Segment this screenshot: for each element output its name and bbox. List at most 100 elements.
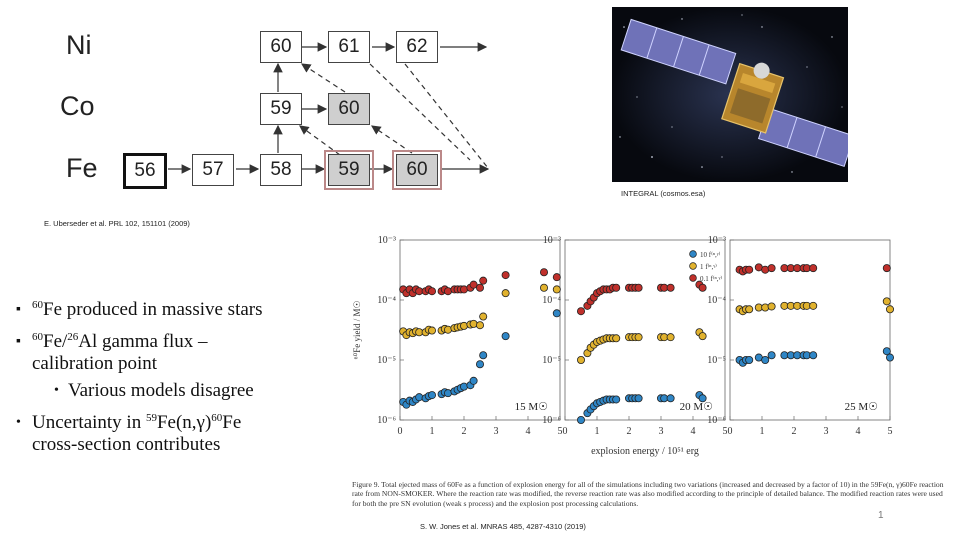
slide-number: 1 [878, 510, 884, 521]
figure-caption: Figure 9. Total ejected mass of 60Fe as … [352, 480, 944, 508]
data-point-yellow [612, 334, 621, 343]
x-tick-label: 0 [563, 426, 568, 437]
x-tick-label: 0 [728, 426, 733, 437]
data-point-yellow [460, 321, 469, 330]
data-point-yellow [886, 305, 895, 314]
nuclide-ni-62: 62 [396, 31, 438, 63]
data-point-yellow [469, 319, 478, 328]
bullet-marker: • [16, 415, 21, 430]
nuclide-ni-61: 61 [328, 31, 370, 63]
bullet-text: Uncertainty in [32, 412, 146, 433]
sub-bullet-1: • Various models disagree [54, 380, 254, 402]
data-point-yellow [634, 333, 643, 342]
y-tick-label: 10⁻³ [543, 235, 561, 246]
data-point-yellow [501, 289, 510, 298]
y-tick-label: 10⁻³ [378, 235, 396, 246]
sub-bullet-text: Various models disagree [68, 380, 254, 401]
satellite-image [612, 7, 848, 182]
bullet-text: Fe/ [43, 331, 68, 352]
element-label-co: Co [60, 91, 95, 121]
panel-mass-label: 20 M☉ [680, 401, 713, 413]
data-point-blue [552, 309, 561, 318]
nuclide-fe-57: 57 [192, 154, 234, 186]
mass-number: 26 [67, 331, 79, 343]
x-tick-label: 0 [398, 426, 403, 437]
x-tick-label: 2 [462, 426, 467, 437]
y-axis-label: ⁶⁰Fe yield / M☉ [352, 300, 362, 359]
chart-reference: E. Uberseder et al. PRL 102, 151101 (200… [44, 219, 190, 228]
y-tick-label: 10⁻⁵ [377, 355, 396, 366]
panel-mass-label: 25 M☉ [845, 401, 878, 413]
x-tick-label: 2 [627, 426, 632, 437]
bullet-marker: ▪ [16, 302, 21, 317]
nuclide-fe-60: 60 [392, 150, 442, 190]
data-point-yellow [552, 285, 561, 294]
bullet-3: • Uncertainty in 59Fe(n,γ)60Fe cross-sec… [16, 412, 242, 456]
fe60-yield-plot: ⁶⁰Fe yield / M☉ 10⁻⁶ 10⁻⁵ 10⁻⁴ 10⁻³ 0 1 2 3 4 5 15 … [352, 235, 895, 457]
legend-label: 10 f⁽ⁿ,ᵞ⁾ [700, 251, 721, 259]
bullet-text-continued: cross-section contributes [32, 434, 221, 455]
data-point-yellow [475, 321, 484, 330]
data-point-red [469, 280, 478, 289]
legend-marker [689, 262, 697, 270]
data-point-yellow [882, 297, 891, 306]
satellite-credit: INTEGRAL (cosmos.esa) [621, 189, 706, 198]
nuclide-arrows [168, 42, 490, 174]
data-point-blue [415, 393, 424, 402]
bullet-1: ▪ 60Fe produced in massive stars [16, 299, 263, 321]
integral-satellite-illustration [612, 7, 848, 182]
y-tick-label: 10⁻⁴ [707, 295, 726, 306]
data-point-red [634, 283, 643, 292]
y-tick-label: 10⁻⁶ [707, 415, 726, 426]
mass-number: 59 [145, 412, 157, 424]
data-point-red [767, 264, 776, 273]
data-point-red [539, 268, 548, 277]
mass-number: 60 [32, 331, 43, 343]
data-point-red [552, 273, 561, 282]
y-tick-label: 10⁻⁴ [377, 295, 396, 306]
data-point-red [882, 264, 891, 273]
data-point-yellow [576, 355, 585, 364]
data-point-blue [479, 351, 488, 360]
data-point-red [479, 276, 488, 285]
mass-number: 60 [32, 299, 43, 311]
x-tick-label: 4 [856, 426, 861, 437]
data-point-blue [745, 355, 754, 364]
bullet-2: ▪ 60Fe/26Al gamma flux – calibration poi… [16, 331, 208, 375]
y-tick-label: 10⁻⁵ [707, 355, 726, 366]
x-tick-label: 5 [723, 426, 728, 437]
data-point-red [501, 271, 510, 280]
data-point-blue [469, 376, 478, 385]
nuclide-co-59: 59 [260, 93, 302, 125]
y-tick-label: 10⁻³ [708, 235, 726, 246]
data-point-blue [882, 347, 891, 356]
data-point-blue [698, 394, 707, 403]
bullet-text: Fe(n,γ) [156, 412, 212, 433]
y-tick-label: 10⁻⁵ [542, 355, 561, 366]
data-point-yellow [767, 302, 776, 311]
data-point-red [428, 287, 437, 296]
panel-frame [729, 239, 891, 421]
data-point-yellow [698, 332, 707, 341]
data-point-yellow [809, 301, 818, 310]
element-label-ni: Ni [66, 30, 92, 60]
bullet-text: Fe [222, 412, 242, 433]
paper-reference: S. W. Jones et al. MNRAS 485, 4287-4310 … [420, 522, 586, 531]
x-axis-label: explosion energy / 10⁵¹ erg [591, 446, 699, 457]
y-tick-label: 10⁻⁴ [542, 295, 561, 306]
data-point-red [612, 283, 621, 292]
element-label-fe: Fe [66, 153, 98, 183]
nuclide-fe-56: 56 [123, 153, 167, 189]
data-point-blue [612, 395, 621, 404]
nuclide-co-60: 60 [328, 93, 370, 125]
nuclide-ni-60: 60 [260, 31, 302, 63]
x-tick-label: 2 [792, 426, 797, 437]
data-point-blue [886, 353, 895, 362]
x-tick-label: 3 [659, 426, 664, 437]
y-tick-label: 10⁻⁶ [377, 415, 396, 426]
data-point-red [475, 283, 484, 292]
data-point-red [576, 307, 585, 316]
data-point-blue [475, 360, 484, 369]
bullet-marker: ▪ [16, 334, 21, 349]
x-tick-label: 3 [494, 426, 499, 437]
